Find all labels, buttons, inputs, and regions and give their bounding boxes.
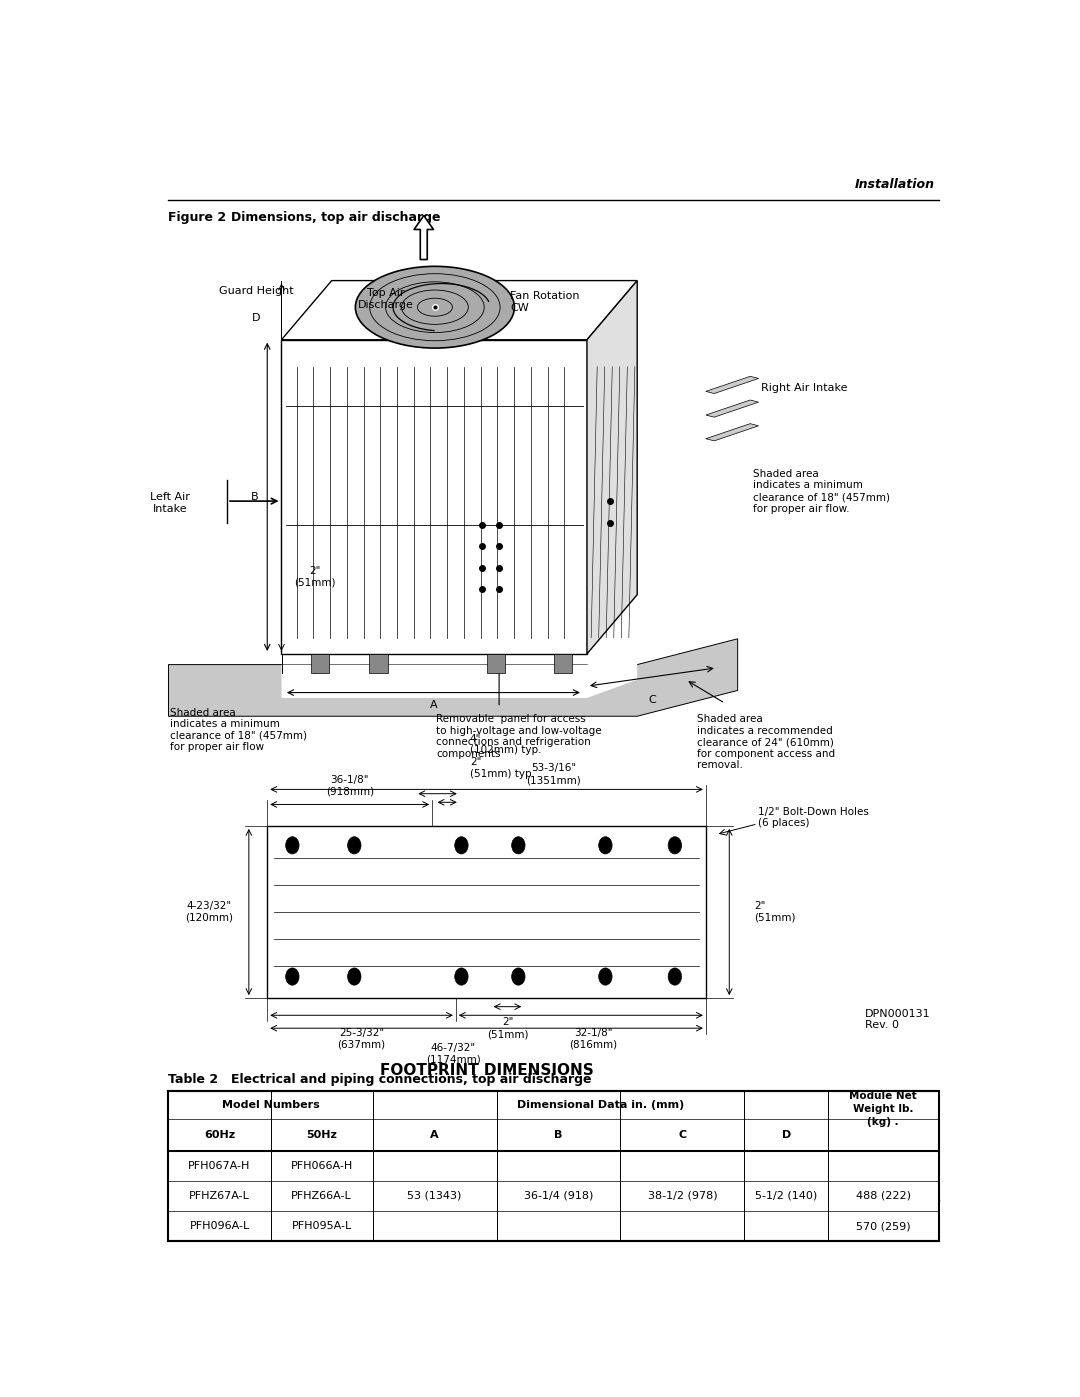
Text: 53 (1343): 53 (1343) bbox=[407, 1192, 462, 1201]
Text: Top Air
Discharge: Top Air Discharge bbox=[359, 288, 414, 310]
Polygon shape bbox=[369, 654, 388, 673]
Text: Installation: Installation bbox=[854, 179, 934, 191]
Text: 1/2" Bolt-Down Holes
(6 places): 1/2" Bolt-Down Holes (6 places) bbox=[758, 806, 868, 828]
Text: 4-23/32"
(120mm): 4-23/32" (120mm) bbox=[185, 901, 232, 923]
Text: PFH066A-H: PFH066A-H bbox=[291, 1161, 353, 1171]
Text: 2"
(51mm): 2" (51mm) bbox=[294, 566, 336, 587]
Text: Figure 2: Figure 2 bbox=[168, 211, 227, 224]
Text: 2"
(51mm): 2" (51mm) bbox=[487, 1017, 528, 1039]
Polygon shape bbox=[311, 654, 329, 673]
Text: 32-1/8"
(816mm): 32-1/8" (816mm) bbox=[569, 1028, 618, 1049]
Text: 36-1/4 (918): 36-1/4 (918) bbox=[524, 1192, 593, 1201]
Text: (kg) .: (kg) . bbox=[867, 1116, 899, 1127]
Text: Dimensional Data in. (mm): Dimensional Data in. (mm) bbox=[516, 1099, 684, 1109]
Circle shape bbox=[512, 968, 525, 985]
Text: Shaded area
indicates a minimum
clearance of 18" (457mm)
for proper air flow: Shaded area indicates a minimum clearanc… bbox=[171, 708, 307, 753]
Text: PFH067A-H: PFH067A-H bbox=[188, 1161, 251, 1171]
Text: C: C bbox=[678, 1130, 687, 1140]
Text: B: B bbox=[554, 1130, 563, 1140]
Polygon shape bbox=[486, 654, 505, 673]
Polygon shape bbox=[554, 654, 572, 673]
Text: 488 (222): 488 (222) bbox=[855, 1192, 910, 1201]
Circle shape bbox=[285, 968, 299, 985]
Text: D: D bbox=[782, 1130, 791, 1140]
Circle shape bbox=[455, 837, 468, 854]
Circle shape bbox=[348, 968, 361, 985]
Circle shape bbox=[669, 837, 681, 854]
Text: Shaded area
indicates a recommended
clearance of 24" (610mm)
for component acces: Shaded area indicates a recommended clea… bbox=[698, 714, 836, 771]
Circle shape bbox=[598, 968, 612, 985]
Text: 25-3/32"
(637mm): 25-3/32" (637mm) bbox=[337, 1028, 386, 1049]
Text: FOOTPRINT DIMENSIONS: FOOTPRINT DIMENSIONS bbox=[380, 1063, 593, 1077]
Polygon shape bbox=[282, 647, 637, 698]
Text: Module Net: Module Net bbox=[849, 1091, 917, 1101]
Polygon shape bbox=[706, 376, 758, 394]
Polygon shape bbox=[282, 281, 637, 339]
Ellipse shape bbox=[355, 267, 514, 348]
Text: 60Hz: 60Hz bbox=[204, 1130, 235, 1140]
Text: 46-7/32"
(1174mm): 46-7/32" (1174mm) bbox=[426, 1044, 481, 1065]
Polygon shape bbox=[706, 423, 758, 441]
Text: C: C bbox=[648, 694, 657, 704]
Text: 53-3/16"
(1351mm): 53-3/16" (1351mm) bbox=[526, 764, 581, 785]
Polygon shape bbox=[588, 281, 637, 654]
Text: Fan Rotation
CW: Fan Rotation CW bbox=[510, 292, 580, 313]
Text: Weight lb.: Weight lb. bbox=[853, 1104, 914, 1113]
Text: 4: 4 bbox=[549, 1220, 558, 1234]
Text: Shaded area
indicates a minimum
clearance of 18" (457mm)
for proper air flow.: Shaded area indicates a minimum clearanc… bbox=[753, 469, 890, 514]
Text: A: A bbox=[430, 1130, 438, 1140]
Text: 50Hz: 50Hz bbox=[307, 1130, 337, 1140]
Circle shape bbox=[455, 968, 468, 985]
Text: Model Numbers: Model Numbers bbox=[221, 1099, 320, 1109]
Circle shape bbox=[512, 837, 525, 854]
Text: 38-1/2 (978): 38-1/2 (978) bbox=[648, 1192, 717, 1201]
Circle shape bbox=[598, 837, 612, 854]
Text: PFH095A-L: PFH095A-L bbox=[292, 1221, 352, 1231]
Text: D: D bbox=[252, 313, 260, 323]
Text: Removable  panel for access
to high-voltage and low-voltage
connections and refr: Removable panel for access to high-volta… bbox=[436, 714, 602, 759]
Text: 2"
(51mm): 2" (51mm) bbox=[755, 901, 796, 923]
Text: Left Air
Intake: Left Air Intake bbox=[150, 493, 190, 514]
Circle shape bbox=[285, 837, 299, 854]
Text: PFHZ67A-L: PFHZ67A-L bbox=[189, 1192, 249, 1201]
Text: 5-1/2 (140): 5-1/2 (140) bbox=[755, 1192, 818, 1201]
Text: Right Air Intake: Right Air Intake bbox=[761, 383, 848, 393]
Text: PFH096A-L: PFH096A-L bbox=[189, 1221, 249, 1231]
Text: Dimensions, top air discharge: Dimensions, top air discharge bbox=[231, 211, 441, 224]
Polygon shape bbox=[282, 339, 588, 654]
Polygon shape bbox=[168, 638, 738, 717]
Text: Electrical and piping connections, top air discharge: Electrical and piping connections, top a… bbox=[231, 1073, 592, 1087]
Text: DPN000131
Rev. 0: DPN000131 Rev. 0 bbox=[865, 1009, 931, 1031]
Text: B: B bbox=[252, 492, 259, 502]
Polygon shape bbox=[267, 826, 706, 997]
Polygon shape bbox=[706, 400, 758, 418]
Text: Table 2: Table 2 bbox=[168, 1073, 218, 1087]
Circle shape bbox=[348, 837, 361, 854]
Text: 570 (259): 570 (259) bbox=[856, 1221, 910, 1231]
Text: PFHZ66A-L: PFHZ66A-L bbox=[292, 1192, 352, 1201]
FancyArrowPatch shape bbox=[414, 215, 433, 260]
Circle shape bbox=[669, 968, 681, 985]
Text: 4"
(102mm) typ.
2"
(51mm) typ.: 4" (102mm) typ. 2" (51mm) typ. bbox=[470, 733, 541, 778]
Text: 36-1/8"
(918mm): 36-1/8" (918mm) bbox=[326, 775, 374, 796]
Text: A: A bbox=[430, 700, 437, 710]
Text: Guard Height: Guard Height bbox=[218, 286, 294, 296]
Polygon shape bbox=[168, 1091, 939, 1241]
